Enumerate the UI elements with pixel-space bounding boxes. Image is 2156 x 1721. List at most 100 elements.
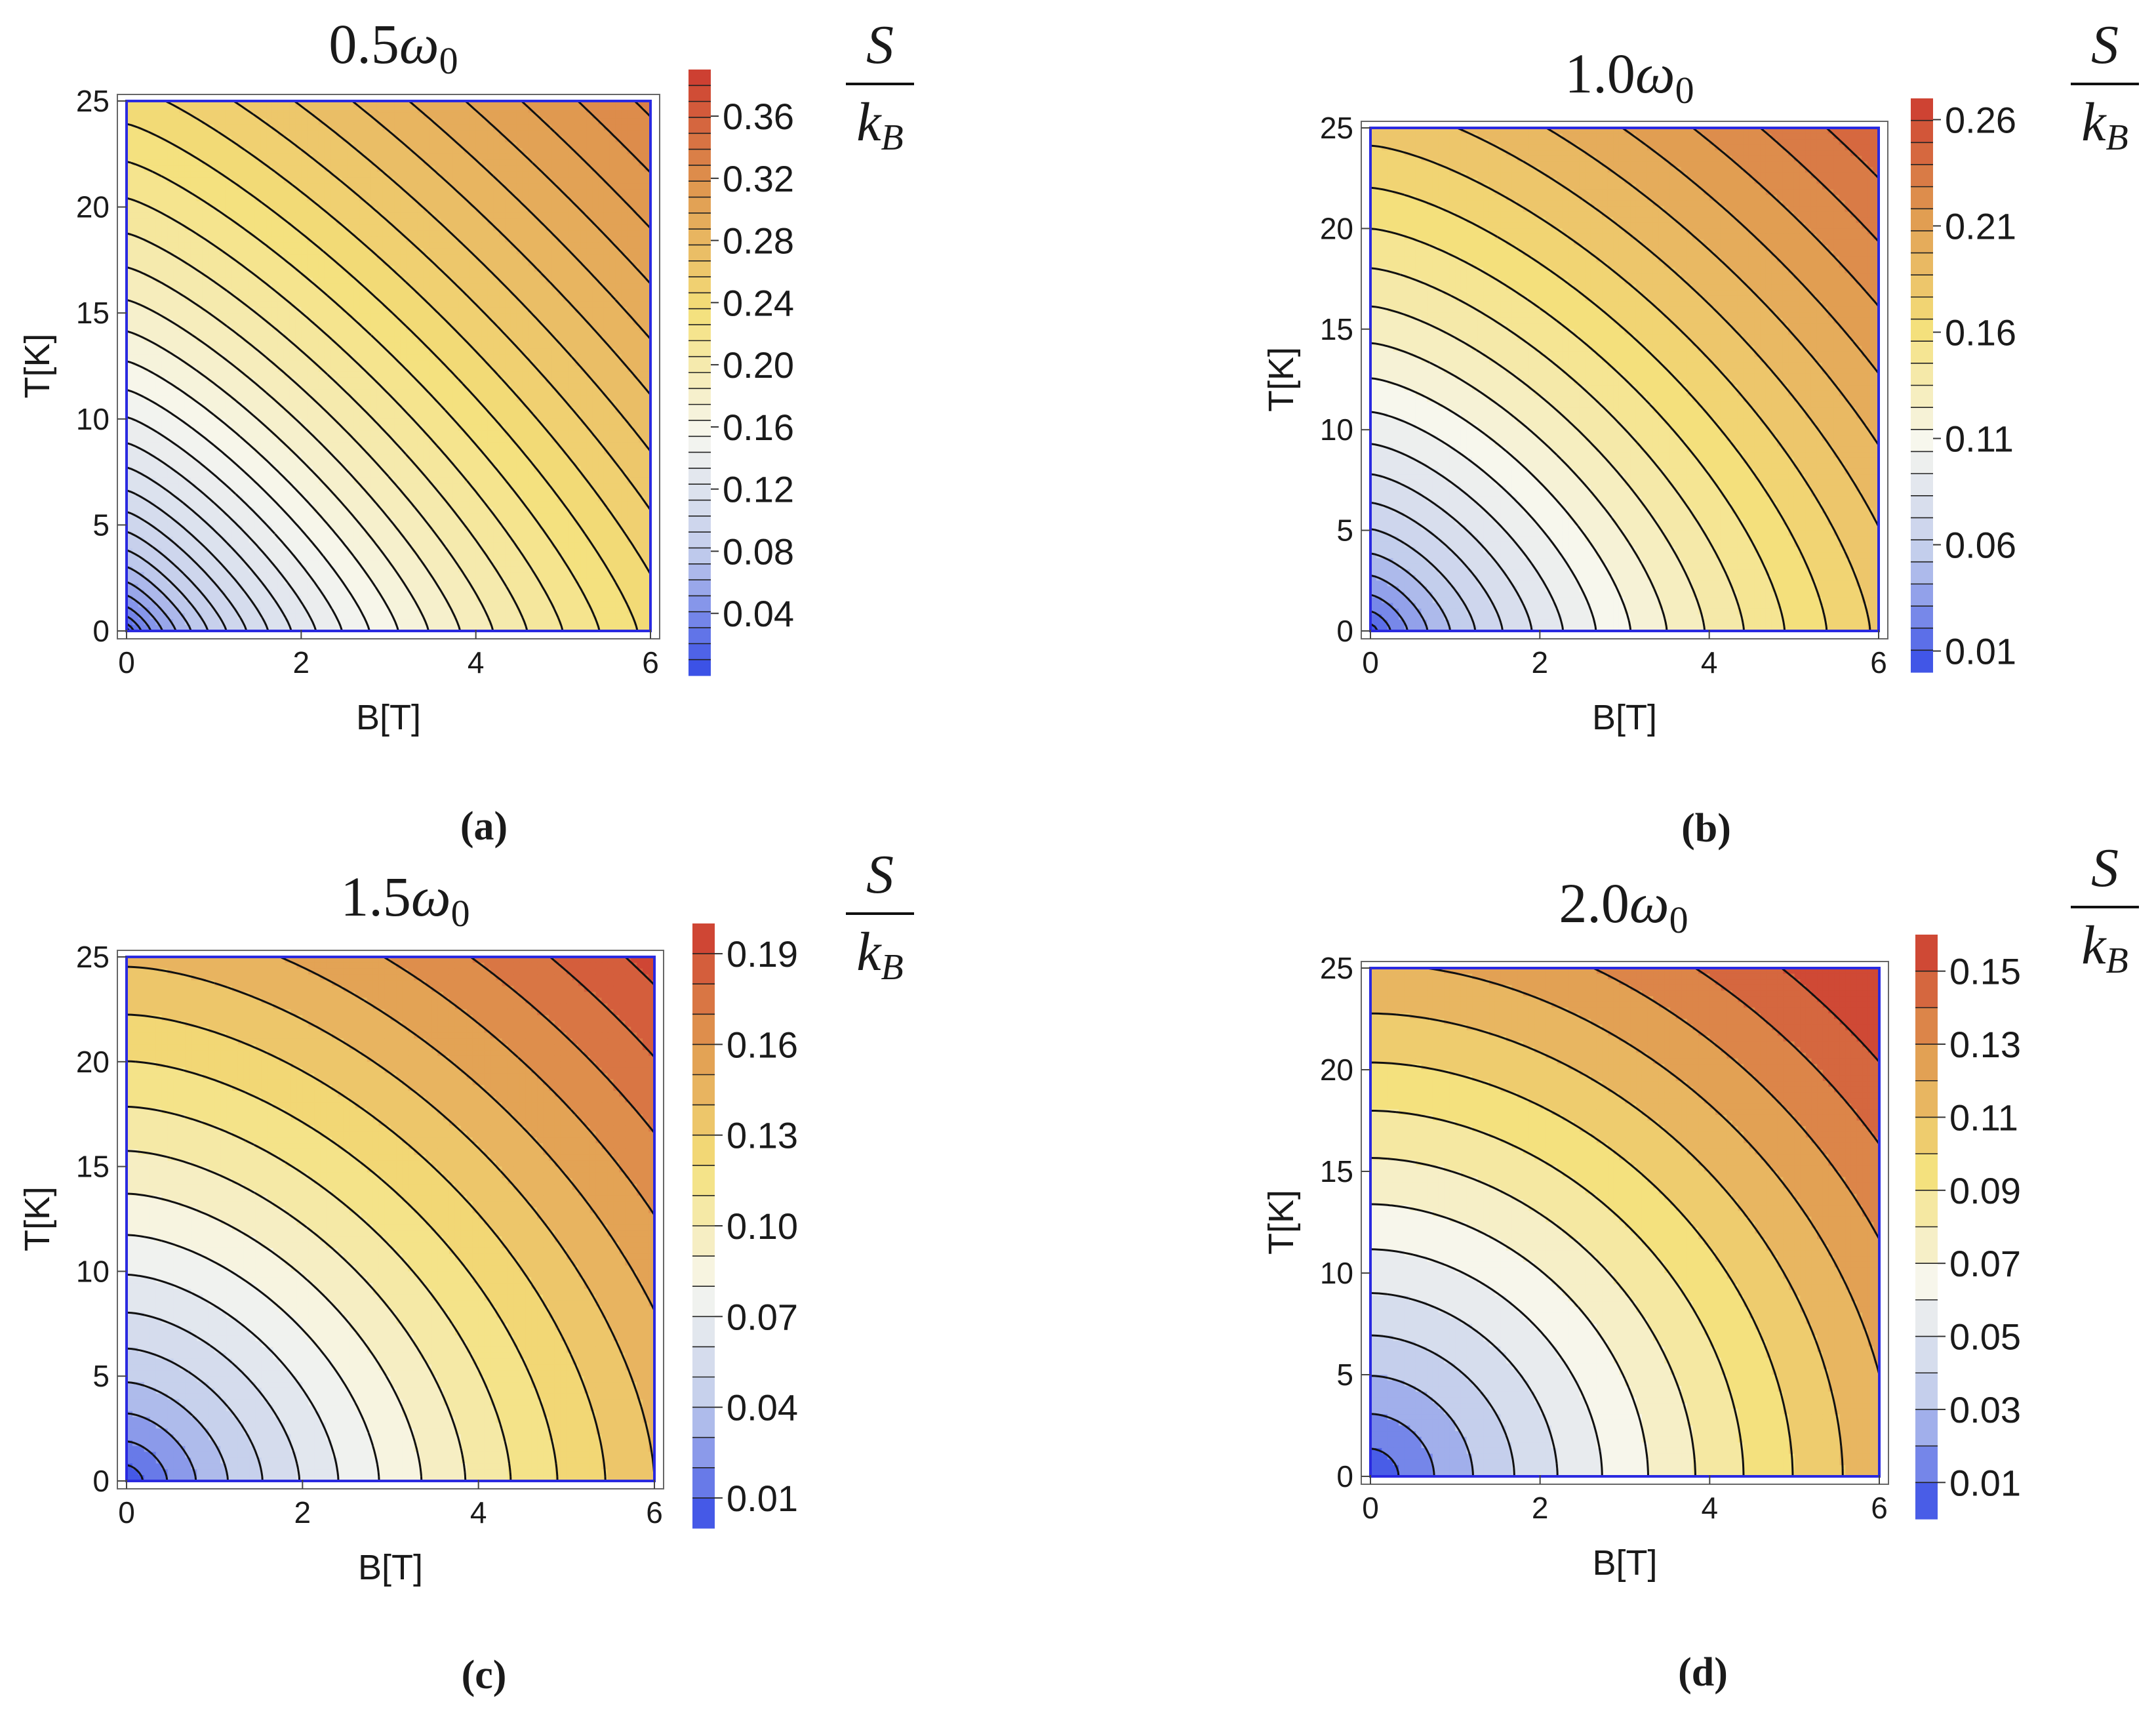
heat-cell <box>511 131 517 137</box>
heat-cell <box>493 136 500 143</box>
heat-cell <box>441 119 447 125</box>
heat-cell <box>301 360 308 367</box>
heat-cell <box>295 219 302 226</box>
heat-cell <box>359 184 366 190</box>
heat-cell <box>639 236 645 243</box>
heat-cell <box>487 178 494 184</box>
heat-cell <box>208 295 214 302</box>
heat-cell <box>231 307 238 314</box>
heat-cell <box>389 190 395 196</box>
heat-cell <box>365 354 372 361</box>
heat-cell <box>580 184 587 190</box>
heat-cell <box>540 142 546 149</box>
heat-cell <box>383 354 389 361</box>
heat-cell <box>150 190 157 196</box>
heat-cell <box>150 378 157 384</box>
heat-cell <box>353 201 360 208</box>
heat-cell <box>499 242 506 249</box>
heat-cell <box>150 195 157 202</box>
heat-cell <box>173 395 180 402</box>
heat-cell <box>208 213 214 220</box>
heat-cell <box>464 172 471 178</box>
heat-cell <box>470 407 477 414</box>
heat-cell <box>394 407 401 414</box>
heat-cell <box>441 283 447 290</box>
heat-cell <box>557 119 564 125</box>
heat-cell <box>301 142 308 149</box>
heat-cell <box>598 248 605 254</box>
heat-cell <box>435 225 442 232</box>
heat-cell <box>616 178 622 184</box>
heat-cell <box>424 242 430 249</box>
heat-cell <box>529 225 535 232</box>
heat-cell <box>243 195 250 202</box>
heat-cell <box>202 113 209 119</box>
heat-cell <box>290 172 296 178</box>
heat-cell <box>452 366 459 373</box>
heat-cell <box>586 201 593 208</box>
heat-cell <box>540 207 546 214</box>
heat-cell <box>592 301 599 308</box>
heat-cell <box>237 154 244 161</box>
heat-cell <box>447 419 453 426</box>
heat-cell <box>313 148 319 155</box>
heat-cell <box>307 366 313 373</box>
heat-cell <box>249 419 255 426</box>
heat-cell <box>639 354 645 361</box>
heat-cell <box>580 219 587 226</box>
heat-cell <box>249 401 255 408</box>
heat-cell <box>243 260 250 266</box>
heat-cell <box>551 395 558 402</box>
heat-cell <box>604 319 610 325</box>
heat-cell <box>359 395 366 402</box>
heat-cell <box>197 313 203 319</box>
heat-cell <box>406 313 412 319</box>
heat-cell <box>639 131 645 137</box>
heat-cell <box>487 201 494 208</box>
heat-cell <box>575 184 582 190</box>
heat-cell <box>342 248 348 254</box>
heat-cell <box>138 154 145 161</box>
heat-cell <box>161 354 168 361</box>
heat-cell <box>342 342 348 349</box>
heat-cell <box>132 319 139 325</box>
heat-cell <box>633 142 639 149</box>
heat-cell <box>464 254 471 260</box>
heat-cell <box>254 354 261 361</box>
heat-cell <box>313 342 319 349</box>
heat-cell <box>342 131 348 137</box>
heat-cell <box>155 236 162 243</box>
heat-cell <box>505 313 511 319</box>
heat-cell <box>517 225 523 232</box>
heat-cell <box>540 366 546 373</box>
heat-cell <box>394 378 401 384</box>
heat-cell <box>167 342 174 349</box>
heat-cell <box>342 195 348 202</box>
heat-cell <box>307 213 313 220</box>
heat-cell <box>295 372 302 378</box>
heat-cell <box>523 172 529 178</box>
heat-cell <box>138 254 145 260</box>
heat-cell <box>284 342 290 349</box>
heat-cell <box>342 148 348 155</box>
heat-cell <box>622 154 628 161</box>
heat-cell <box>389 213 395 220</box>
heat-cell <box>325 260 331 266</box>
heat-cell <box>622 372 628 378</box>
heat-cell <box>266 184 273 190</box>
heat-cell <box>418 172 424 178</box>
heat-cell <box>208 360 214 367</box>
heat-cell <box>464 166 471 172</box>
heat-cell <box>155 336 162 343</box>
heat-cell <box>202 419 209 426</box>
heat-cell <box>529 136 535 143</box>
heat-cell <box>429 331 436 337</box>
heat-cell <box>237 178 244 184</box>
heat-cell <box>482 248 489 254</box>
heat-cell <box>272 154 279 161</box>
heat-cell <box>260 395 267 402</box>
heat-cell <box>523 384 529 390</box>
heat-cell <box>627 160 633 167</box>
heat-cell <box>155 154 162 161</box>
heat-cell <box>155 213 162 220</box>
